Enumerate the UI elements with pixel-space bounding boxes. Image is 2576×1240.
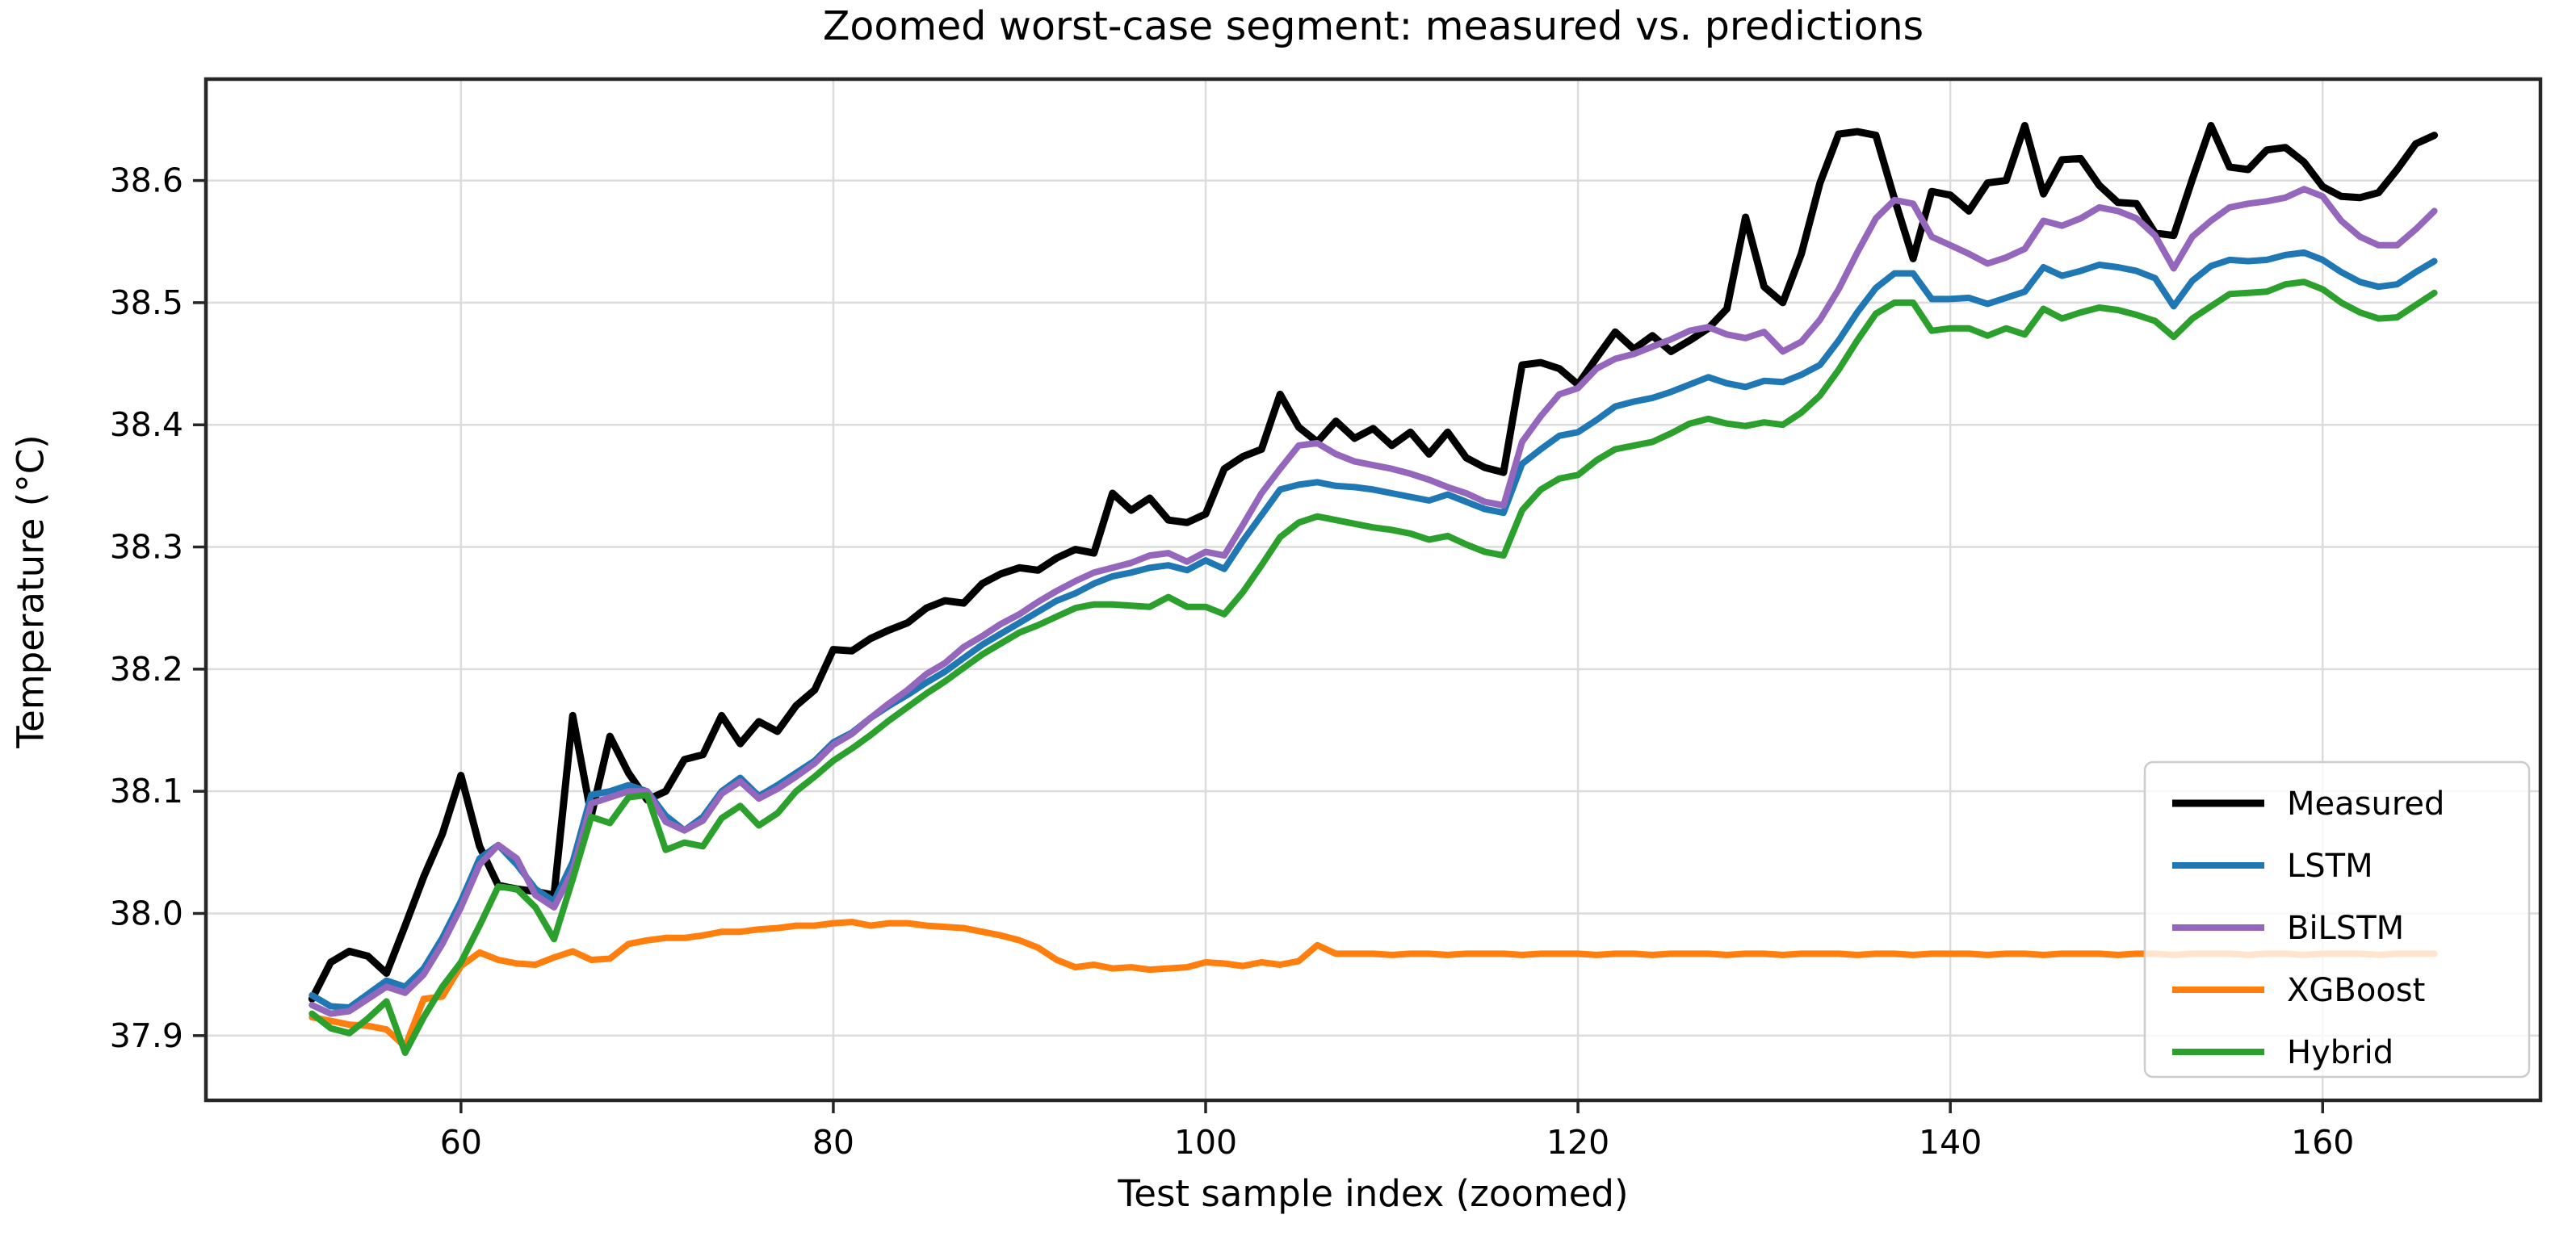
- y-tick-label: 37.9: [110, 1016, 183, 1055]
- series-line-xgboost: [308, 919, 2438, 1050]
- legend-label: XGBoost: [2287, 972, 2425, 1009]
- legend-label: Measured: [2287, 785, 2444, 823]
- y-axis-label: Temperature (°C): [9, 434, 52, 748]
- legend-label: Hybrid: [2287, 1034, 2393, 1071]
- y-tick-label: 38.5: [110, 283, 183, 322]
- series-line-bilstm: [308, 186, 2438, 1017]
- series-line-hybrid: [308, 279, 2438, 1056]
- chart-legend: Measured LSTM BiLSTM XGBoost Hybrid: [2143, 760, 2531, 1079]
- x-tick-label: 140: [1919, 1123, 1982, 1162]
- series-lines: [308, 122, 2439, 1056]
- legend-frame: [2143, 760, 2531, 1079]
- y-tick-label: 38.3: [110, 528, 183, 567]
- x-tick-label: 160: [2291, 1123, 2354, 1162]
- y-tick-label: 38.4: [110, 405, 183, 444]
- y-tick-label: 38.6: [110, 161, 183, 200]
- y-tick-label: 38.2: [110, 650, 183, 689]
- legend-item-lstm: LSTM: [2172, 848, 2373, 885]
- legend-item-hybrid: Hybrid: [2172, 1034, 2393, 1071]
- x-tick-label: 80: [812, 1123, 854, 1162]
- legend-label: LSTM: [2287, 848, 2373, 885]
- x-axis-label: Test sample index (zoomed): [1118, 1172, 1629, 1215]
- series-line-measured: [308, 122, 2439, 1003]
- x-tick-label: 100: [1174, 1123, 1237, 1162]
- legend-label: BiLSTM: [2287, 910, 2404, 947]
- series-line-lstm: [308, 249, 2438, 1011]
- legend-item-bilstm: BiLSTM: [2172, 910, 2404, 947]
- y-tick-label: 38.0: [110, 894, 183, 932]
- legend-item-xgboost: XGBoost: [2172, 972, 2425, 1009]
- x-tick-label: 120: [1546, 1123, 1609, 1162]
- axis-ticks: 60 80 100 120 140 160 37.9 38.0 38.1 38.2 38.3 38.4…: [110, 161, 2355, 1162]
- plot-area: [203, 77, 2543, 1103]
- legend-item-measured: Measured: [2172, 785, 2444, 823]
- chart-title: Zoomed worst-case segment: measured vs. …: [822, 3, 1924, 49]
- y-tick-label: 38.1: [110, 772, 183, 811]
- x-tick-label: 60: [440, 1123, 482, 1162]
